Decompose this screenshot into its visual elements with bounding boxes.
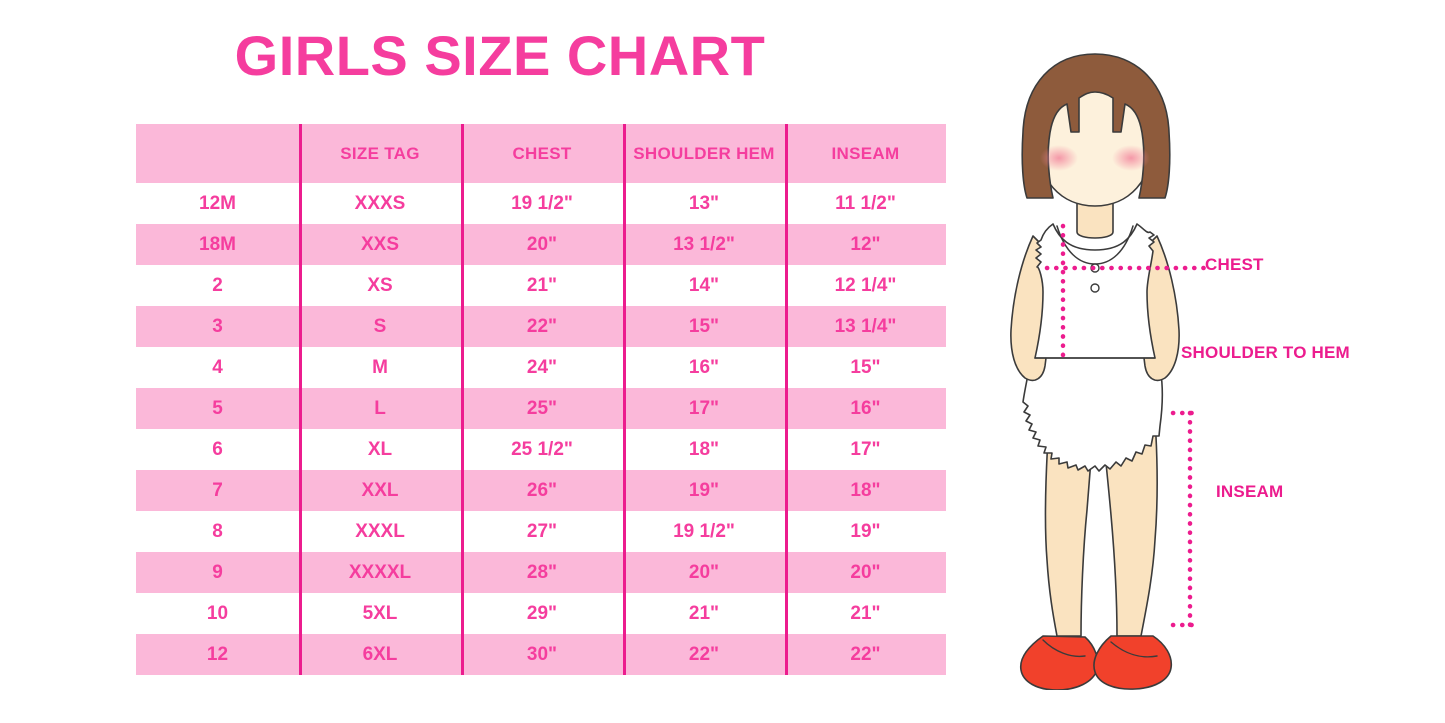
table-cell: XXXS bbox=[299, 183, 461, 224]
blush-left bbox=[1040, 145, 1078, 171]
table-cell: 13 1/4" bbox=[785, 306, 946, 347]
table-cell: 21" bbox=[623, 593, 785, 634]
table-cell: 29" bbox=[461, 593, 623, 634]
girl-figure-illustration bbox=[985, 40, 1235, 690]
table-cell: 12 bbox=[136, 634, 299, 675]
table-cell: 18" bbox=[785, 470, 946, 511]
table-header-row: SIZE TAG CHEST SHOULDER HEM INSEAM bbox=[136, 124, 946, 183]
table-cell: XL bbox=[299, 429, 461, 470]
table-cell: 30" bbox=[461, 634, 623, 675]
table-cell: 17" bbox=[785, 429, 946, 470]
table-cell: XXL bbox=[299, 470, 461, 511]
table-cell: 22" bbox=[461, 306, 623, 347]
table-row: 7 XXL 26" 19" 18" bbox=[136, 470, 946, 511]
table-cell: 19 1/2" bbox=[461, 183, 623, 224]
table-cell: 17" bbox=[623, 388, 785, 429]
table-cell: M bbox=[299, 347, 461, 388]
table-cell: XXXL bbox=[299, 511, 461, 552]
table-row: 10 5XL 29" 21" 21" bbox=[136, 593, 946, 634]
table-cell: 16" bbox=[623, 347, 785, 388]
table-cell: 8 bbox=[136, 511, 299, 552]
table-row: 3 S 22" 15" 13 1/4" bbox=[136, 306, 946, 347]
table-cell: 16" bbox=[785, 388, 946, 429]
table-row: 4 M 24" 16" 15" bbox=[136, 347, 946, 388]
table-cell: 18" bbox=[623, 429, 785, 470]
table-cell: 22" bbox=[623, 634, 785, 675]
table-header-cell-inseam: INSEAM bbox=[785, 124, 946, 183]
table-cell: 19" bbox=[623, 470, 785, 511]
table-cell: 14" bbox=[623, 265, 785, 306]
table-header-cell-shoulder-hem: SHOULDER HEM bbox=[623, 124, 785, 183]
table-cell: 13" bbox=[623, 183, 785, 224]
table-cell: 12M bbox=[136, 183, 299, 224]
table-header: SIZE TAG CHEST SHOULDER HEM INSEAM bbox=[136, 124, 946, 183]
table-cell: 6 bbox=[136, 429, 299, 470]
table-cell: 12 1/4" bbox=[785, 265, 946, 306]
table-cell: 27" bbox=[461, 511, 623, 552]
table-row: 2 XS 21" 14" 12 1/4" bbox=[136, 265, 946, 306]
table-cell: 28" bbox=[461, 552, 623, 593]
table-body: 12M XXXS 19 1/2" 13" 11 1/2" 18M XXS 20" 13 1/2"… bbox=[136, 183, 946, 675]
table-cell: 12" bbox=[785, 224, 946, 265]
table-cell: 15" bbox=[623, 306, 785, 347]
table-cell: 6XL bbox=[299, 634, 461, 675]
table-row: 8 XXXL 27" 19 1/2" 19" bbox=[136, 511, 946, 552]
table-cell: 20" bbox=[785, 552, 946, 593]
table-cell: L bbox=[299, 388, 461, 429]
callout-label-shoulder-to-hem: SHOULDER TO HEM bbox=[1181, 343, 1350, 362]
table-cell: XXXXL bbox=[299, 552, 461, 593]
table-header-cell-age bbox=[136, 124, 299, 183]
table-cell: 5XL bbox=[299, 593, 461, 634]
table-cell: 11 1/2" bbox=[785, 183, 946, 224]
callout-label-inseam: INSEAM bbox=[1216, 482, 1284, 501]
table-cell: 5 bbox=[136, 388, 299, 429]
table-cell: 21" bbox=[785, 593, 946, 634]
table-cell: 4 bbox=[136, 347, 299, 388]
table-cell: 25" bbox=[461, 388, 623, 429]
table-cell: XS bbox=[299, 265, 461, 306]
table-cell: 19" bbox=[785, 511, 946, 552]
table-cell: XXS bbox=[299, 224, 461, 265]
blush-right bbox=[1112, 145, 1150, 171]
table-row: 9 XXXXL 28" 20" 20" bbox=[136, 552, 946, 593]
table-row: 12M XXXS 19 1/2" 13" 11 1/2" bbox=[136, 183, 946, 224]
table-cell: 13 1/2" bbox=[623, 224, 785, 265]
table-cell: 7 bbox=[136, 470, 299, 511]
table-cell: 25 1/2" bbox=[461, 429, 623, 470]
table-cell: 24" bbox=[461, 347, 623, 388]
table-row: 18M XXS 20" 13 1/2" 12" bbox=[136, 224, 946, 265]
table-row: 12 6XL 30" 22" 22" bbox=[136, 634, 946, 675]
table-cell: 9 bbox=[136, 552, 299, 593]
table-row: 5 L 25" 17" 16" bbox=[136, 388, 946, 429]
page-title: GIRLS SIZE CHART bbox=[234, 24, 766, 87]
table-header-cell-chest: CHEST bbox=[461, 124, 623, 183]
table-cell: 20" bbox=[623, 552, 785, 593]
table-cell: 3 bbox=[136, 306, 299, 347]
table-cell: 2 bbox=[136, 265, 299, 306]
size-chart-table: SIZE TAG CHEST SHOULDER HEM INSEAM 12M XXXS 1… bbox=[136, 124, 946, 675]
button-bottom bbox=[1090, 283, 1100, 293]
table-cell: 26" bbox=[461, 470, 623, 511]
table-cell: 10 bbox=[136, 593, 299, 634]
callout-label-chest: CHEST bbox=[1205, 255, 1264, 274]
table-cell: 19 1/2" bbox=[623, 511, 785, 552]
table-cell: 20" bbox=[461, 224, 623, 265]
table-header-cell-size-tag: SIZE TAG bbox=[299, 124, 461, 183]
table-cell: S bbox=[299, 306, 461, 347]
table-row: 6 XL 25 1/2" 18" 17" bbox=[136, 429, 946, 470]
table-cell: 22" bbox=[785, 634, 946, 675]
table-cell: 21" bbox=[461, 265, 623, 306]
table-cell: 15" bbox=[785, 347, 946, 388]
table-cell: 18M bbox=[136, 224, 299, 265]
